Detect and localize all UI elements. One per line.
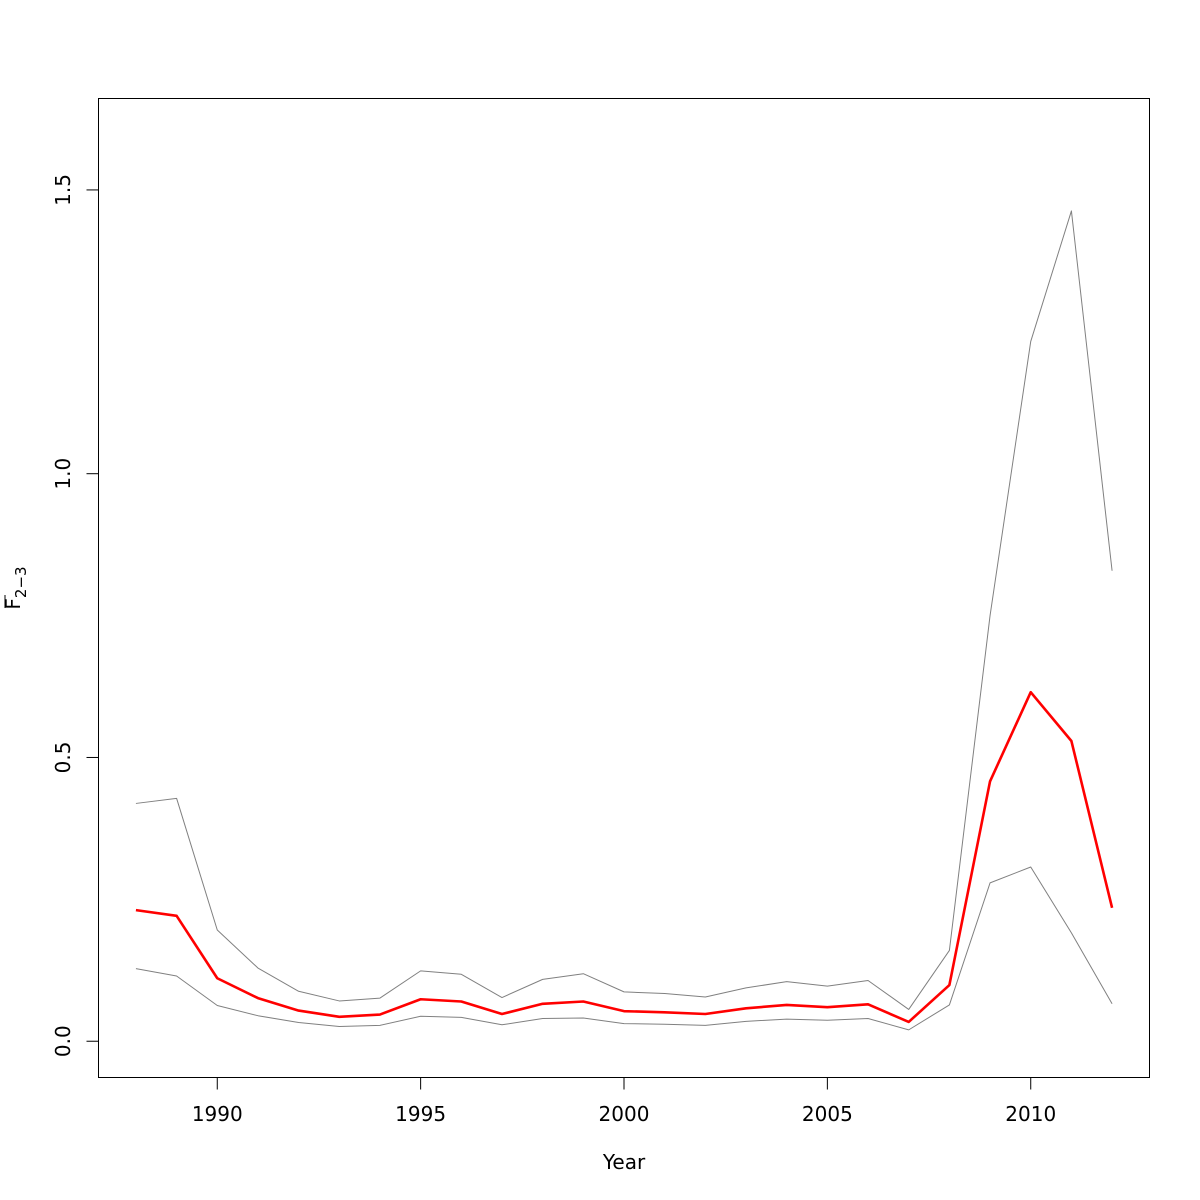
- series-line-1: [135, 210, 1113, 1010]
- series-2: [135, 866, 1113, 1031]
- series-line-0: [135, 690, 1114, 1024]
- y-axis-title-subscript: 2−3: [12, 566, 30, 598]
- x-axis: 1990 1995 2000 2005 2010: [192, 1077, 1056, 1126]
- y-tick-label: 0.0: [51, 1025, 75, 1057]
- y-tick-label: 1.0: [51, 458, 75, 490]
- series-0: [135, 690, 1114, 1024]
- x-tick-label: 2010: [1005, 1102, 1056, 1126]
- series-line-2: [135, 866, 1113, 1031]
- y-tick-label: 0.5: [51, 742, 75, 774]
- y-tick-label: 1.5: [51, 174, 75, 206]
- y-axis: 0.0 0.5 1.0 1.5: [51, 174, 99, 1057]
- x-tick-label: 2005: [802, 1102, 853, 1126]
- y-axis-title-main: F: [1, 598, 25, 610]
- x-tick-label: 1995: [395, 1102, 446, 1126]
- x-axis-title: Year: [602, 1150, 646, 1174]
- series-layer: [135, 210, 1114, 1031]
- svg-text:F2−3: F2−3: [1, 566, 30, 609]
- series-1: [135, 210, 1113, 1010]
- x-tick-label: 2000: [599, 1102, 650, 1126]
- y-axis-title: F2−3: [1, 566, 30, 609]
- x-tick-label: 1990: [192, 1102, 243, 1126]
